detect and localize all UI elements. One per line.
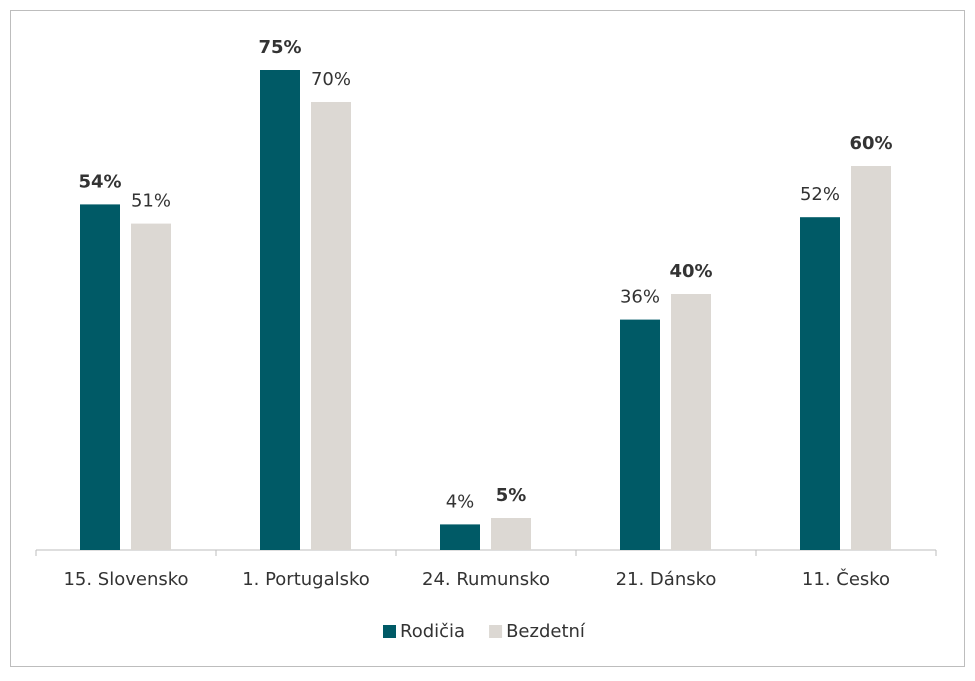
- x-tick-label: 15. Slovensko: [63, 569, 188, 590]
- value-label: 36%: [620, 287, 660, 308]
- x-tick-label: 21. Dánsko: [616, 569, 717, 590]
- x-tick-label: 24. Rumunsko: [422, 569, 550, 590]
- bar: [620, 319, 660, 550]
- bar: [671, 294, 711, 550]
- bar: [131, 223, 171, 550]
- legend-swatch: [383, 625, 396, 638]
- x-tick-label: 11. Česko: [802, 568, 890, 590]
- bar: [80, 204, 120, 550]
- bar: [491, 518, 531, 550]
- bar: [311, 102, 351, 550]
- legend-swatch: [489, 625, 503, 638]
- value-label: 75%: [258, 37, 301, 58]
- bar: [800, 217, 840, 550]
- value-label: 4%: [446, 491, 475, 512]
- value-label: 60%: [849, 133, 892, 154]
- value-label: 54%: [78, 171, 121, 192]
- legend-label: Bezdetní: [506, 621, 586, 642]
- bar: [440, 524, 480, 550]
- value-label: 40%: [669, 261, 712, 282]
- value-label: 70%: [311, 69, 351, 90]
- value-label: 52%: [800, 184, 840, 205]
- bar: [260, 70, 300, 550]
- legend-label: Rodičia: [400, 621, 465, 642]
- value-label: 5%: [496, 485, 527, 506]
- bar: [851, 166, 891, 550]
- value-label: 51%: [131, 191, 171, 212]
- x-tick-label: 1. Portugalsko: [242, 569, 370, 590]
